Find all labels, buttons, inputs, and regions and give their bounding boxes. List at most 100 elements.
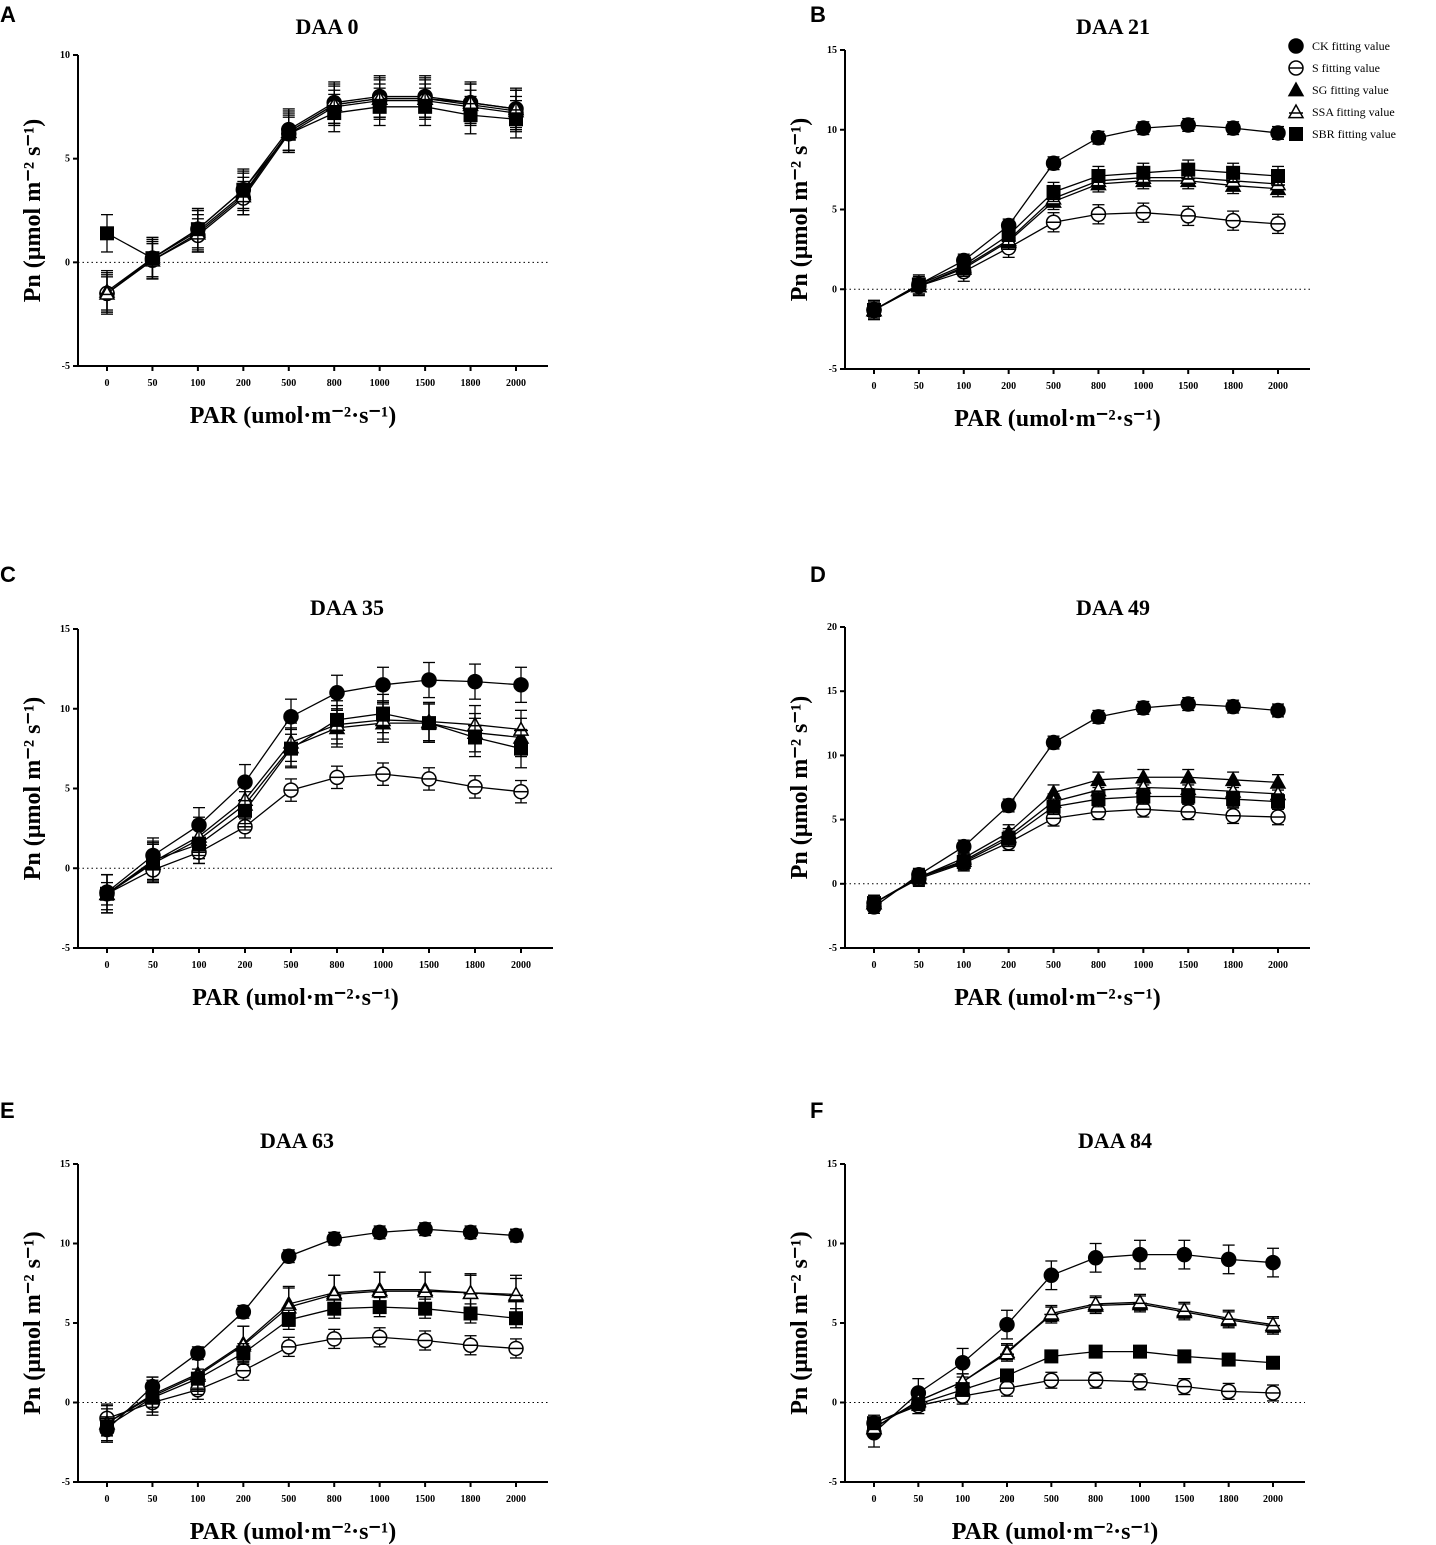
data-point xyxy=(376,706,390,721)
y-tick-label: 0 xyxy=(832,879,837,890)
data-point xyxy=(1177,1349,1192,1364)
panel-letter: D xyxy=(810,562,826,587)
x-tick-label: 2000 xyxy=(1268,381,1288,392)
data-point xyxy=(281,1248,297,1264)
panel-letter: C xyxy=(0,562,16,587)
x-tick-label: 1000 xyxy=(370,378,390,389)
data-point xyxy=(956,258,971,273)
x-tick-label: 0 xyxy=(872,960,877,971)
series-line xyxy=(873,786,1279,904)
data-point xyxy=(462,1224,479,1241)
data-point xyxy=(371,1224,388,1241)
series-line xyxy=(873,808,1279,904)
series-s xyxy=(866,800,1286,912)
series-ssa xyxy=(98,700,530,914)
series-ck xyxy=(99,661,529,911)
series-line xyxy=(873,1379,1274,1424)
x-axis-label: PAR (umol·m⁻²·s⁻¹) xyxy=(190,1519,397,1545)
y-tick-label: 20 xyxy=(827,622,837,633)
data-point xyxy=(100,1419,114,1434)
series-s xyxy=(866,1371,1281,1432)
series-line xyxy=(873,168,1279,311)
x-tick-label: 1500 xyxy=(1178,960,1198,971)
x-tick-label: 100 xyxy=(955,1494,970,1505)
y-tick-label: -5 xyxy=(62,361,70,372)
data-point xyxy=(1225,698,1241,715)
data-point xyxy=(911,277,926,292)
data-point xyxy=(283,708,299,725)
x-tick-label: 100 xyxy=(190,1494,205,1505)
panel-letter: F xyxy=(810,1098,823,1123)
series-line xyxy=(106,722,522,895)
data-point xyxy=(1225,120,1241,136)
x-tick-label: 500 xyxy=(1046,960,1061,971)
x-tick-label: 50 xyxy=(914,960,924,971)
series-line xyxy=(106,679,522,893)
data-point xyxy=(955,1382,970,1397)
data-point xyxy=(1220,1309,1237,1325)
y-tick-label: 10 xyxy=(60,50,70,61)
data-point xyxy=(468,730,482,745)
data-point xyxy=(422,716,436,731)
data-point xyxy=(284,741,298,756)
data-point xyxy=(462,1284,479,1300)
y-tick-label: 0 xyxy=(832,284,837,295)
y-tick-label: 0 xyxy=(65,257,70,268)
y-axis-label: Pn (µmol m⁻² s⁻¹) xyxy=(20,1231,46,1415)
legend-label: SBR fitting value xyxy=(1312,127,1396,141)
series-line xyxy=(106,1290,517,1424)
x-tick-label: 1800 xyxy=(461,1494,481,1505)
y-tick-label: 15 xyxy=(60,1159,70,1170)
data-point xyxy=(1045,155,1062,171)
y-tick-label: 0 xyxy=(65,863,70,874)
y-tick-label: 10 xyxy=(60,704,70,715)
y-tick-label: 5 xyxy=(65,1318,70,1329)
y-tick-label: -5 xyxy=(829,943,837,954)
series-sbr xyxy=(867,1344,1280,1431)
data-point xyxy=(1045,734,1062,751)
series-ck xyxy=(866,117,1286,318)
data-point xyxy=(372,99,387,114)
x-tick-label: 1000 xyxy=(1133,381,1153,392)
series-ck xyxy=(99,75,524,315)
data-point xyxy=(1136,789,1151,804)
x-tick-label: 100 xyxy=(190,378,205,389)
data-point xyxy=(1180,696,1196,712)
x-tick-label: 1500 xyxy=(1178,381,1198,392)
x-tick-label: 800 xyxy=(327,1494,342,1505)
data-point xyxy=(190,222,205,237)
series-ck xyxy=(866,1239,1281,1448)
series-ssa xyxy=(865,168,1287,319)
series-s xyxy=(866,202,1286,321)
x-tick-label: 1500 xyxy=(1174,1494,1194,1505)
series-line xyxy=(106,1306,517,1427)
data-point xyxy=(1135,700,1152,716)
series-ssa xyxy=(98,1271,525,1443)
panel-letter: B xyxy=(810,2,826,27)
y-tick-label: 10 xyxy=(827,125,837,136)
series-ck xyxy=(99,1221,524,1438)
series-line xyxy=(106,1228,517,1431)
legend-label: CK fitting value xyxy=(1312,39,1390,53)
data-point xyxy=(1181,162,1196,177)
data-point xyxy=(418,1301,433,1316)
data-point xyxy=(1090,709,1107,725)
data-point xyxy=(1135,120,1152,136)
y-tick-label: 5 xyxy=(832,1318,837,1329)
series-ssa xyxy=(865,1293,1282,1437)
panel-title: DAA 49 xyxy=(1076,595,1150,620)
y-tick-label: -5 xyxy=(62,1477,70,1488)
series-line xyxy=(873,1350,1274,1424)
panel-b: B DAA 21 -5 0 5 10 15 0 50 100 200 500 800 1000 1500 18… xyxy=(787,2,1310,432)
x-tick-label: 2000 xyxy=(1263,1494,1283,1505)
y-tick-label: -5 xyxy=(829,364,837,375)
x-tick-label: 200 xyxy=(238,960,253,971)
x-tick-label: 200 xyxy=(236,1494,251,1505)
data-point xyxy=(326,1230,342,1247)
data-point xyxy=(1176,1246,1193,1263)
series-line xyxy=(873,776,1279,904)
data-point xyxy=(508,1227,524,1244)
data-point xyxy=(417,1221,433,1237)
